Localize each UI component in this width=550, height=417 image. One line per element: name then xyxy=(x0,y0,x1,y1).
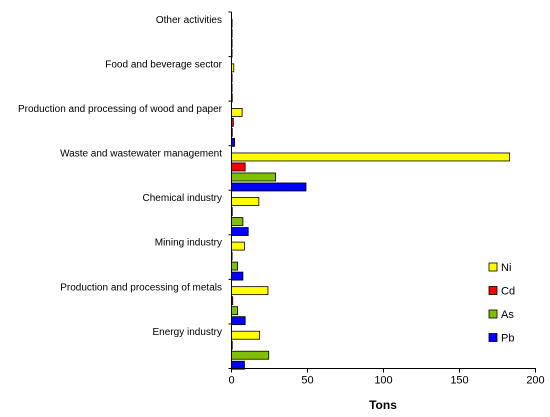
bar-as xyxy=(231,306,238,316)
category-label: Other activities xyxy=(156,15,222,26)
x-tick-label: 50 xyxy=(301,375,313,387)
y-ticks xyxy=(228,11,232,369)
legend-label-as: As xyxy=(501,309,514,321)
legend: Ni Cd As Pb xyxy=(488,262,515,345)
legend-label-pb: Pb xyxy=(501,333,514,345)
bar-as xyxy=(231,172,276,182)
bars xyxy=(231,18,511,370)
bar-ni xyxy=(231,286,269,296)
bar-pb xyxy=(231,182,307,192)
x-tick-label: 100 xyxy=(374,375,392,387)
x-ticks: 0 50 100 150 200 xyxy=(228,368,545,387)
bar-pb xyxy=(231,271,244,281)
bar-ni xyxy=(231,241,245,251)
legend-swatch-cd xyxy=(488,286,498,295)
bar-ni xyxy=(231,108,243,117)
bar-as xyxy=(231,350,270,360)
bar-as xyxy=(231,217,244,226)
bar-pb xyxy=(231,227,249,236)
legend-swatch-ni xyxy=(488,262,498,272)
x-tick-label: 200 xyxy=(526,375,544,387)
bar-ni xyxy=(231,197,260,206)
x-tick-label: 0 xyxy=(228,375,234,387)
bar-cd xyxy=(231,162,246,172)
category-label: Chemical industry xyxy=(143,193,222,204)
bar-ni xyxy=(231,152,511,162)
x-axis-title: Tons xyxy=(369,398,397,412)
category-label: Food and beverage sector xyxy=(105,59,222,70)
legend-swatch-as xyxy=(488,309,498,319)
category-label: Energy industry xyxy=(153,327,222,338)
category-label: Production and processing of wood and pa… xyxy=(18,104,223,115)
category-label: Waste and wastewater management xyxy=(60,149,222,160)
bar-as xyxy=(231,261,238,271)
legend-label-ni: Ni xyxy=(501,262,511,274)
bar-ni xyxy=(231,330,261,340)
legend-swatch-pb xyxy=(488,333,498,342)
category-label: Production and processing of metals xyxy=(60,282,222,293)
x-tick-label: 150 xyxy=(450,375,468,387)
category-labels: Other activities Food and beverage sector… xyxy=(18,15,223,338)
category-label: Mining industry xyxy=(155,238,222,249)
bar-pb xyxy=(231,316,246,326)
legend-label-cd: Cd xyxy=(501,286,515,298)
